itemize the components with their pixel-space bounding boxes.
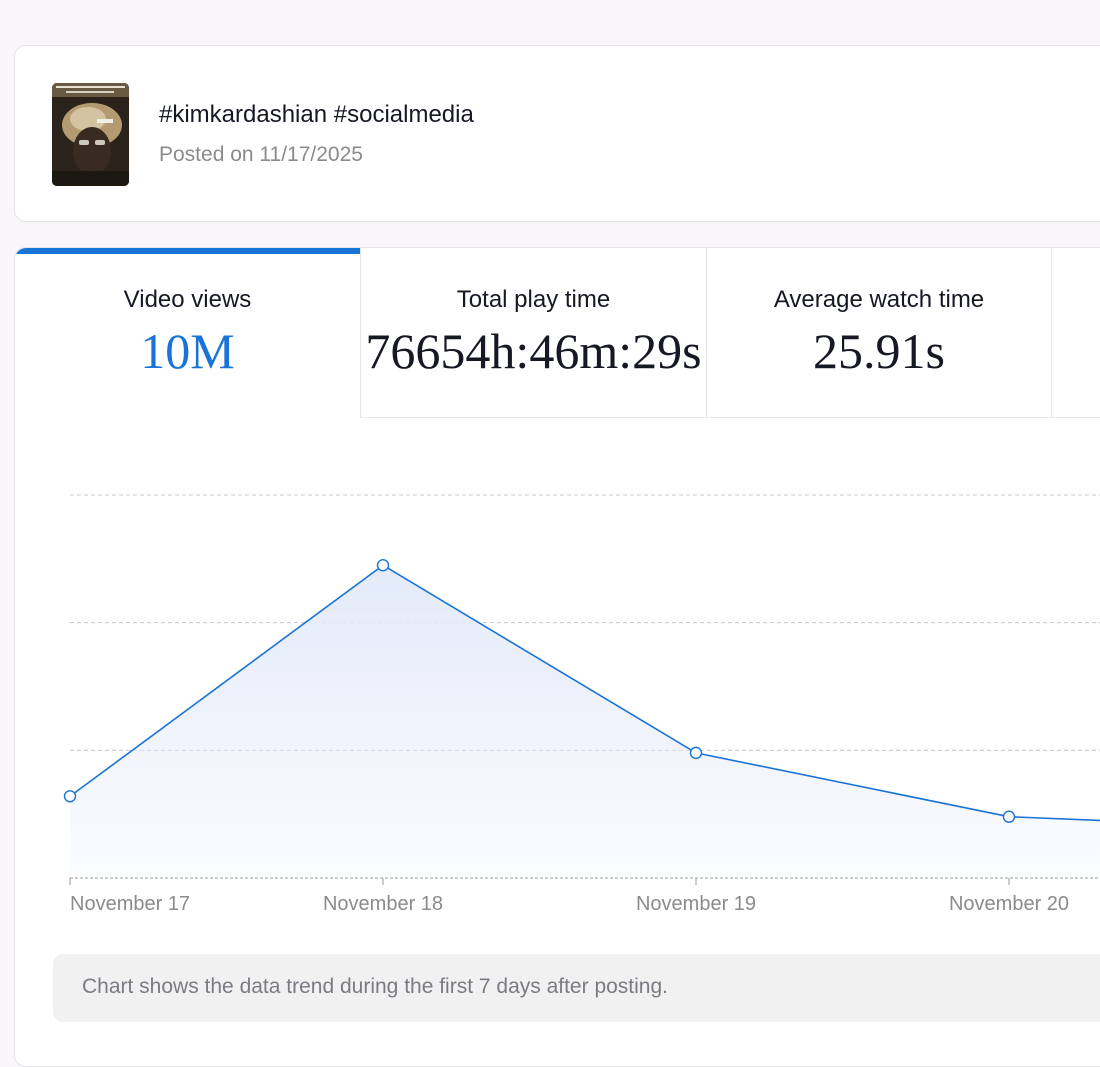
data-point xyxy=(1002,810,1016,823)
x-tick-label: November 20 xyxy=(949,893,1069,915)
tab-value: 10M xyxy=(140,323,235,379)
chart-footnote-text: Chart shows the data trend during the fi… xyxy=(82,975,668,998)
tab-average-watch-time[interactable]: Average watch time 25.91s xyxy=(706,248,1051,418)
data-point xyxy=(376,559,390,572)
tab-label: Total play time xyxy=(456,286,611,313)
video-thumbnail[interactable] xyxy=(52,83,129,186)
data-point xyxy=(63,790,77,803)
post-card: #kimkardashian #socialmedia Posted on 11… xyxy=(14,45,1100,222)
chart-footnote: Chart shows the data trend during the fi… xyxy=(53,954,1100,1022)
post-title: #kimkardashian #socialmedia xyxy=(159,101,474,128)
x-tick-label: November 18 xyxy=(323,893,443,915)
metrics-card: Video views 10M Total play time 76654h:4… xyxy=(14,247,1100,1067)
tab-more[interactable] xyxy=(1051,248,1100,418)
tab-value: 76654h:46m:29s xyxy=(365,323,702,379)
tab-label: Average watch time xyxy=(773,286,985,313)
series-area xyxy=(70,565,1100,878)
thumbnail-image xyxy=(52,83,129,186)
views-trend-chart: November 17 November 18 November 19 Novembe… xyxy=(63,494,1100,915)
tab-value: 25.91s xyxy=(813,323,945,379)
tab-total-play-time[interactable]: Total play time 76654h:46m:29s xyxy=(360,248,706,418)
x-tick-label: November 17 xyxy=(70,893,190,915)
tab-video-views[interactable]: Video views 10M xyxy=(15,248,360,418)
tab-label: Video views xyxy=(123,286,252,313)
x-tick-label: November 19 xyxy=(636,893,756,915)
data-point xyxy=(689,746,703,760)
post-date: Posted on 11/17/2025 xyxy=(159,143,363,166)
